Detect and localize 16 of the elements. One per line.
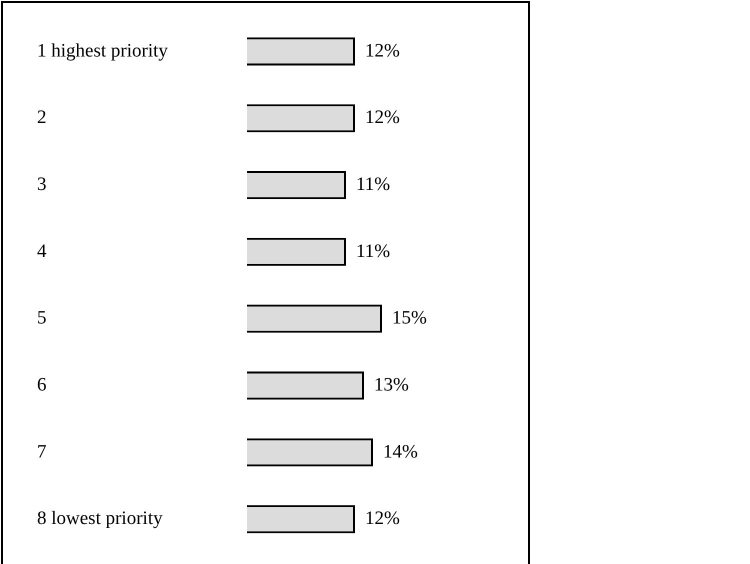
y-tick-label: 8 lowest priority: [37, 508, 164, 530]
y-tick-label: 6: [37, 374, 46, 396]
data-label: 15%: [392, 308, 427, 329]
data-label: 14%: [383, 441, 418, 462]
y-tick-label: 3: [37, 174, 46, 196]
data-label: 11%: [356, 174, 390, 196]
y-tick-label: 4: [37, 240, 47, 262]
y-tick-label: 7: [37, 441, 46, 462]
data-label: 12%: [365, 508, 400, 530]
data-label: 13%: [374, 374, 409, 396]
data-label: 11%: [356, 240, 390, 262]
y-tick-label: 1 highest priority: [37, 40, 168, 62]
y-tick-label: 5: [37, 308, 46, 329]
data-label: 12%: [365, 40, 400, 62]
y-tick-label: 2: [37, 107, 46, 128]
data-label: 12%: [365, 107, 400, 128]
